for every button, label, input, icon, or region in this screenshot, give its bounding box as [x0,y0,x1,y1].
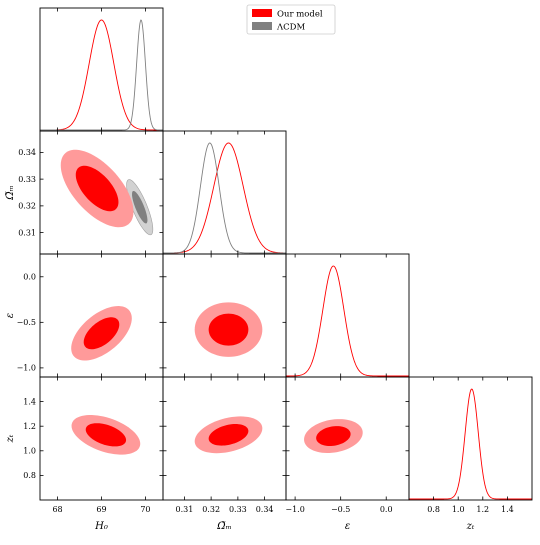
contour-1sigma-our-model-Om-eps [208,313,249,346]
y-axis-label-eps: ε [5,313,16,318]
contour-group-our-model-eps-zt [304,419,363,454]
legend-swatch-our-model [252,9,272,17]
x-tick-label-zt: 1.0 [452,505,465,514]
y-tick-label-Om: 0.34 [18,148,36,157]
x-tick-label-eps: −1.0 [285,505,304,514]
contour-1sigma-our-model-eps-zt [316,426,351,446]
marginal-curve-our-model-Om [163,142,286,254]
contour-1sigma-our-model-H0-eps [83,317,120,350]
legend: Our model ΛCDM [246,4,336,35]
panel-bg-zt-zt [409,377,532,500]
y-tick-label-Om: 0.31 [18,228,36,237]
y-tick-label-zt: 1.2 [23,422,36,431]
y-tick-label-zt: 0.8 [23,471,36,480]
x-tick-label-Om: 0.32 [202,505,220,514]
y-tick-label-eps: −1.0 [17,364,36,373]
x-tick-label-zt: 1.4 [501,505,514,514]
y-tick-label-zt: 1.4 [23,397,36,406]
contour-group-our-model-Om-zt [194,416,263,454]
x-tick-label-H0: 68 [52,505,62,514]
panel-bg-eps-eps [286,254,409,377]
x-tick-label-zt: 0.8 [427,505,440,514]
x-tick-label-Om: 0.31 [175,505,193,514]
contour-group-our-model-Om-eps [194,302,263,357]
x-tick-label-eps: 0.0 [380,505,393,514]
marginal-curve-our-model-eps [286,265,409,377]
contour-1sigma-lcdm-H0-Om [132,190,148,224]
contour-1sigma-our-model-H0-Om [75,165,119,212]
contour-group-our-model-H0-Om [60,149,134,228]
contour-group-our-model-H0-zt [71,415,141,455]
legend-swatch-lcdm [252,22,272,30]
x-tick-label-zt: 1.2 [476,505,489,514]
x-tick-label-H0: 69 [96,505,106,514]
panel-bg-H0-H0 [40,8,163,131]
x-axis-label-Om: Ω̃ₘ [216,521,231,532]
marginal-curve-our-model-zt [409,388,532,500]
contour-group-our-model-H0-eps [71,306,132,361]
panel-frame-zt-zt [408,376,533,501]
legend-label-our-model: Our model [277,10,323,20]
contour-1sigma-our-model-H0-zt [85,423,127,447]
x-tick-label-Om: 0.33 [229,505,247,514]
y-tick-label-Om: 0.32 [18,202,36,211]
legend-label-lcdm: ΛCDM [276,23,305,33]
contour-group-lcdm-H0-Om [126,179,154,236]
x-tick-label-Om: 0.34 [256,505,274,514]
y-axis-label-zt: zₜ [5,434,16,443]
x-axis-label-H0: H₀ [94,521,108,532]
y-tick-label-eps: −0.5 [17,318,36,327]
x-axis-label-eps: ε [345,521,350,532]
x-tick-label-H0: 70 [140,505,150,514]
contour-1sigma-our-model-Om-zt [208,424,249,446]
x-axis-label-zt: zₜ [466,521,475,532]
panel-bg-Om-Om [163,131,286,254]
x-tick-label-eps: −0.5 [331,505,350,514]
y-tick-label-zt: 1.0 [23,447,36,456]
marginal-curve-lcdm-Om [163,142,286,254]
y-tick-label-eps: 0.0 [23,273,36,282]
y-tick-label-Om: 0.33 [18,175,36,184]
y-axis-label-Om: Ω̃ₘ [5,185,16,200]
